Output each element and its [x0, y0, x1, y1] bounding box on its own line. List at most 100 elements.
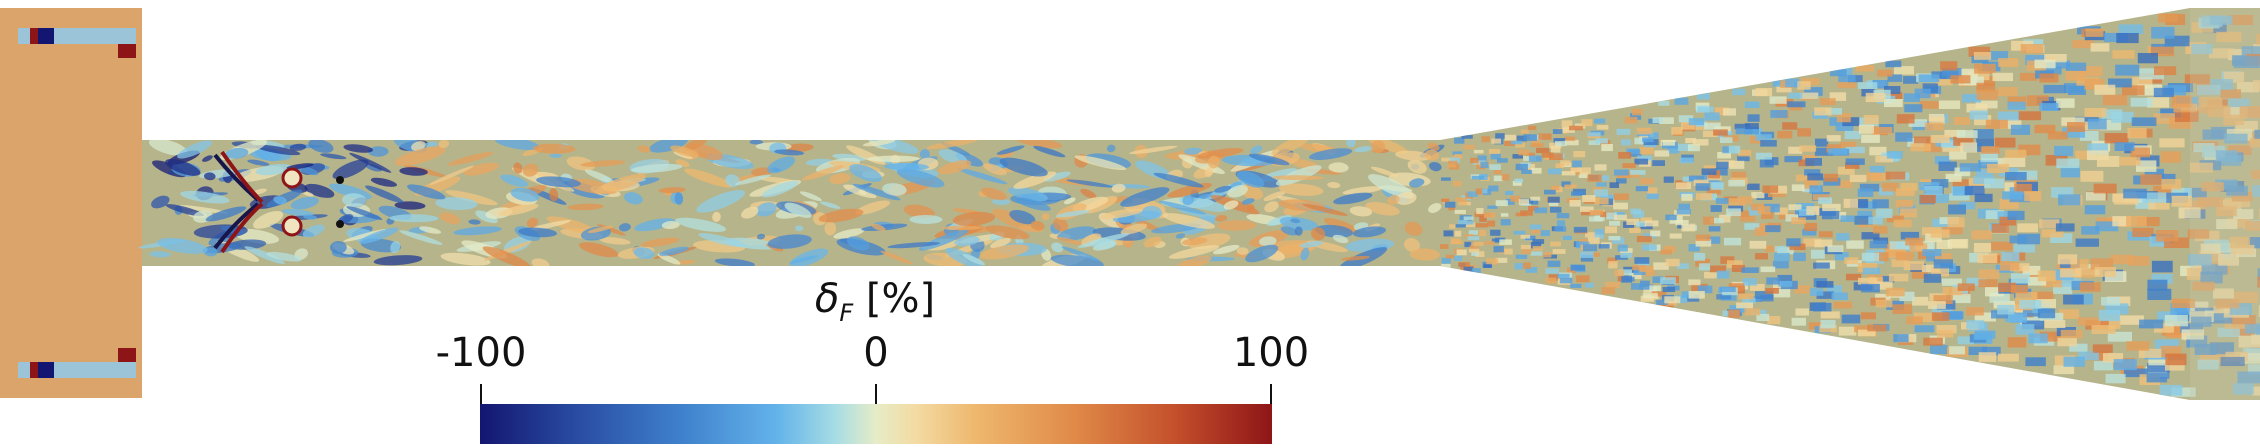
turbulence-cell	[1857, 82, 1878, 89]
turbulence-cell	[2108, 78, 2132, 88]
turbulence-cell	[1962, 94, 1981, 103]
turbulence-streak	[308, 139, 334, 153]
turbulence-cell	[2050, 233, 2073, 243]
turbulence-cell	[1525, 267, 1538, 273]
turbulence-cell	[2231, 191, 2253, 202]
turbulence-cell	[1836, 113, 1851, 123]
turbulence-cell	[1550, 206, 1562, 213]
turbulence-cell	[1555, 163, 1565, 168]
turbulence-cell	[1626, 148, 1640, 154]
turbulence-cell	[1731, 264, 1745, 272]
turbulence-cell	[2147, 288, 2172, 300]
turbulence-streak	[1033, 145, 1066, 158]
turbulence-cell	[1861, 252, 1880, 262]
turbulence-cell	[2199, 353, 2226, 363]
turbulence-cell	[2105, 303, 2129, 315]
turbulence-cell	[1512, 154, 1523, 159]
turbulence-cell	[1514, 178, 1523, 183]
turbulence-cell	[2216, 205, 2237, 217]
turbulence-cell	[1655, 299, 1669, 305]
turbulence-cell	[1477, 155, 1487, 161]
turbulence-cell	[1797, 128, 1811, 137]
turbulence-streak	[829, 173, 851, 185]
turbulence-cell	[1587, 132, 1601, 137]
turbulence-cell	[2227, 49, 2252, 61]
turbulence-cell	[2095, 221, 2119, 232]
turbulence-cell	[2001, 252, 2020, 261]
turbulence-cell	[1636, 235, 1652, 243]
turbulence-cell	[2110, 254, 2134, 265]
turbulence-cell	[1514, 263, 1524, 270]
turbulence-streak	[983, 163, 1007, 176]
turbulence-streak	[1311, 227, 1326, 241]
turbulence-cell	[1999, 198, 2019, 209]
turbulence-cell	[1728, 145, 1741, 154]
turbulence-streak	[1051, 242, 1064, 253]
turbulence-cell	[2187, 301, 2209, 311]
turbulence-cell	[2158, 13, 2178, 23]
turbulence-streak	[852, 183, 901, 201]
turbulence-cell	[1795, 174, 1813, 182]
turbulence-cell	[1618, 152, 1632, 159]
turbulence-cell	[2014, 183, 2032, 193]
turbulence-cell	[2056, 158, 2080, 169]
turbulence-cell	[2079, 131, 2099, 141]
turbulence-streak	[789, 255, 819, 264]
turbulence-cell	[1822, 203, 1841, 212]
turbulence-streak	[818, 208, 864, 223]
turbulence-cell	[1486, 258, 1499, 265]
turbulence-cell	[1778, 281, 1793, 287]
turbulence-cell	[1755, 152, 1772, 160]
turbulence-cell	[1716, 270, 1730, 279]
turbulence-cell	[1540, 230, 1550, 237]
turbulence-cell	[1768, 191, 1786, 198]
turbulence-cell	[2229, 236, 2250, 249]
turbulence-cell	[2247, 237, 2260, 249]
turbulence-cell	[2215, 179, 2238, 190]
turbulence-streak	[165, 158, 201, 176]
turbulence-cell	[1909, 243, 1928, 252]
turbulence-cell	[1660, 249, 1672, 255]
turbulence-streak	[468, 219, 481, 225]
turbulence-streak	[1227, 185, 1248, 198]
turbulence-streak	[909, 214, 943, 225]
turbulence-cell	[2241, 46, 2260, 58]
turbulence-streak	[1013, 171, 1057, 189]
turbulence-cell	[1899, 291, 1915, 302]
turbulence-streak	[741, 206, 759, 219]
turbulence-cell	[1930, 344, 1948, 355]
turbulence-cell	[1942, 68, 1962, 77]
turbulence-cell	[1938, 100, 1961, 109]
turbulence-streak	[675, 159, 690, 168]
turbulence-cell	[2091, 325, 2116, 334]
turbulence-cell	[1467, 236, 1480, 241]
turbulence-cell	[2037, 308, 2056, 319]
turbulence-cell	[1914, 88, 1931, 99]
turbulence-streak	[1217, 220, 1257, 231]
turbulence-cell	[2151, 273, 2173, 284]
turbulence-streak	[1188, 233, 1231, 250]
turbulence-cell	[1577, 167, 1591, 174]
turbulence-cell	[2078, 351, 2099, 361]
turbulence-streak	[1143, 236, 1162, 248]
turbulence-cell	[1933, 259, 1953, 269]
turbulence-streak	[801, 165, 844, 181]
turbulence-cell	[2228, 98, 2250, 108]
turbulence-cell	[1483, 264, 1492, 268]
turbulence-streak	[320, 153, 347, 160]
turbulence-cell	[1829, 92, 1847, 101]
turbulence-cell	[2185, 200, 2206, 211]
nozzle-jet-features	[213, 150, 344, 254]
turbulence-cell	[1536, 147, 1550, 153]
turbulence-cell	[1740, 216, 1756, 222]
turbulence-cell	[1869, 240, 1888, 249]
turbulence-cell	[1516, 135, 1527, 142]
turbulence-cell	[1454, 230, 1462, 237]
turbulence-cell	[1479, 188, 1488, 194]
turbulence-cell	[1998, 58, 2019, 67]
turbulence-cell	[1812, 194, 1830, 201]
turbulence-streak	[696, 190, 746, 213]
turbulence-cell	[1639, 147, 1654, 155]
turbulence-cell	[2098, 309, 2121, 322]
turbulence-cell	[1647, 187, 1658, 194]
